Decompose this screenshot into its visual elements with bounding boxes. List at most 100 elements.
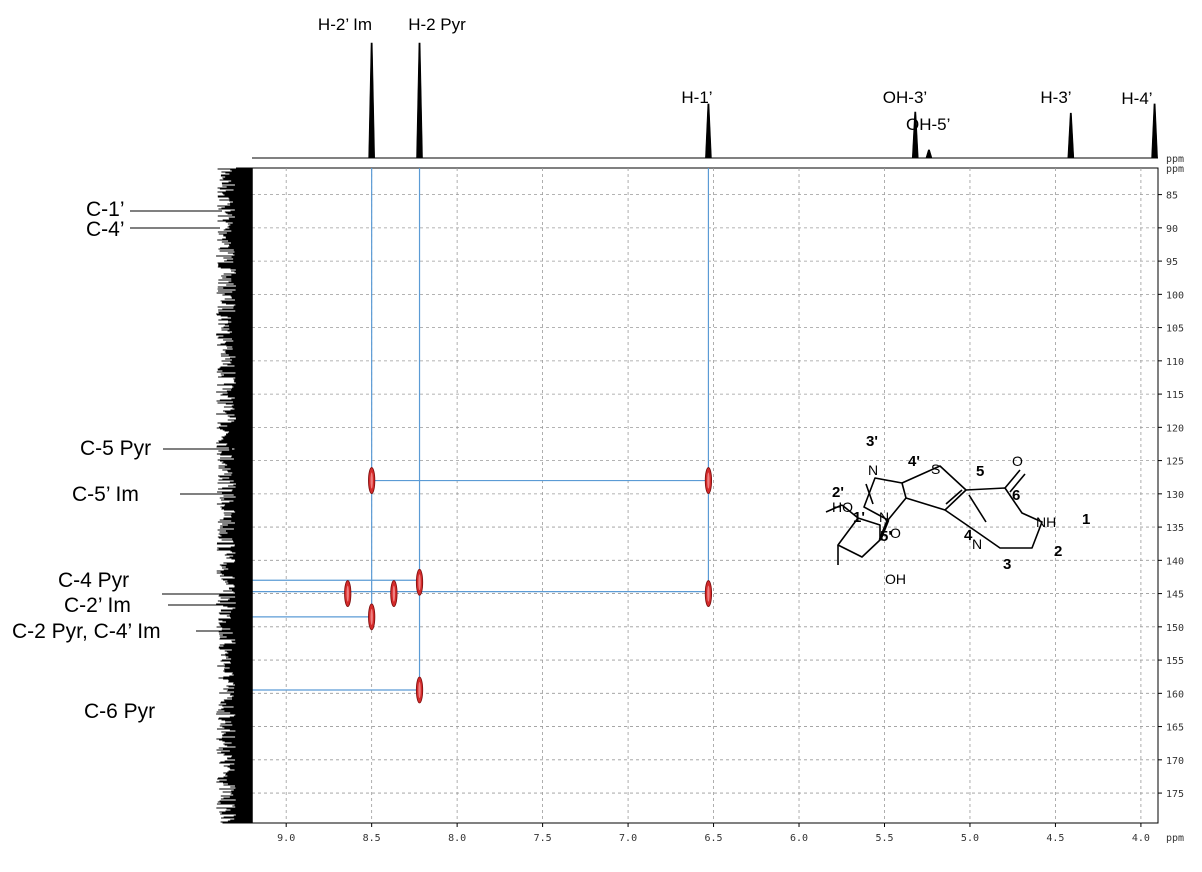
y-tick-label: 125 [1166,457,1184,468]
y-tick-label: 100 [1166,290,1184,301]
y-tick-label: 150 [1166,623,1184,634]
carbon-label: C-6 Pyr [84,700,155,723]
atom-n1p: N [879,509,889,525]
x-tick-label: 6.0 [790,833,808,844]
proton-label: H-3’ [1040,88,1071,107]
cross-peak-core [392,585,396,602]
y-tick-label: 95 [1166,257,1178,268]
pos-label-6: 6 [1012,487,1020,504]
carbon-label: C-1’ [86,198,125,221]
thiophene-double-bond [945,489,963,505]
y-tick-label: 105 [1166,324,1184,335]
imidazole-double-bond [865,483,874,505]
y-tick-label: 130 [1166,490,1184,501]
y-tick-label: 140 [1166,556,1184,567]
proton-peak [1151,103,1158,159]
pyrimidine-double-bond [968,494,987,523]
y-tick-label: 85 [1166,191,1178,202]
y-tick-label: 115 [1166,390,1184,401]
cross-peak-core [418,574,421,591]
y-tick-label: 110 [1166,357,1184,368]
y-tick-label: 160 [1166,689,1184,700]
carbon-label: C-4 Pyr [58,569,129,592]
atom-oh: OH [885,571,906,587]
x-tick-label: 8.5 [363,833,381,844]
cross-peak-core [370,472,373,489]
proton-label: H-4’ [1121,89,1152,108]
y-tick-label: 135 [1166,523,1184,534]
plot-frame [251,167,1159,824]
y-tick-label: 145 [1166,590,1184,601]
carbon-label: C-2’ Im [64,594,131,617]
carbon-projection-trace [216,167,252,824]
x-tick-label: 7.5 [534,833,552,844]
molecule-structure: S O N N N NH HO OH O 3' 4' 5 6 2' 1' 1 5… [825,433,1090,587]
x-axis-unit: ppm [1166,833,1184,844]
assignment-labels: H-2’ Im H-2 Pyr H-1’ OH-3’ OH-5’ H-3’ H-4’ C-1’… [12,15,1153,723]
proton-peak [911,111,919,159]
proton-peak [368,42,375,159]
wedge-bond [878,519,890,541]
atom-n3: N [972,536,982,552]
carbon-label: C-4’ [86,218,125,241]
atom-o: O [1012,453,1023,469]
x-tick-label: 5.5 [875,833,893,844]
cross-peak-core [346,585,349,602]
pos-label-3: 3 [1003,556,1011,573]
y-axis-unit: ppm [1166,164,1184,175]
pos-label-2: 2 [1054,543,1062,560]
cross-peak-core [370,608,373,625]
carbonyl-bond-1 [1004,469,1021,489]
proton-peak [925,149,933,159]
pos-label-3p: 3' [866,433,878,450]
x-tick-label: 4.5 [1046,833,1064,844]
proton-label: H-1’ [681,88,712,107]
pos-label-5p: 5' [880,528,892,545]
proton-peak [1067,112,1075,159]
atom-s: S [931,461,940,477]
projection-spectra: ppm [216,42,1184,824]
pos-label-5: 5 [976,463,984,480]
atom-nh: NH [1036,514,1056,530]
carbon-label: C-5’ Im [72,483,139,506]
carbon-label: C-5 Pyr [80,437,151,460]
atom-n3p: N [868,462,878,478]
carbonyl-bond-2 [1009,473,1026,493]
y-tick-label: 155 [1166,656,1184,667]
plot-area: 9.0 8.5 8.0 7.5 7.0 6.5 6.0 5.5 5.0 4.5 4.0 ppm 85 90… [251,164,1184,844]
y-tick-label: 90 [1166,224,1178,235]
pos-label-4: 4 [964,527,973,544]
ch2-bond [841,504,859,519]
x-tick-label: 5.0 [961,833,979,844]
y-tick-label: 170 [1166,756,1184,767]
proton-label: OH-5’ [906,115,950,134]
x-tick-label: 7.0 [619,833,637,844]
proton-axis-unit: ppm [1166,154,1184,165]
x-tick-label: 4.0 [1132,833,1150,844]
proton-label: H-2’ Im [318,15,372,34]
pyrimidine-ring [944,487,1043,549]
pos-label-2p: 2' [832,484,844,501]
cross-peak-core [418,682,421,699]
pos-label-4p: 4' [908,453,920,470]
pos-label-1: 1 [1082,511,1090,528]
proton-peak [705,103,712,159]
y-tick-label: 175 [1166,789,1184,800]
x-tick-label: 8.0 [448,833,466,844]
x-tick-label: 9.0 [277,833,295,844]
ho-bond [825,504,843,513]
imidazole-ring [863,477,907,521]
carbon-label: C-2 Pyr, C-4’ Im [12,620,161,643]
x-tick-label: 6.5 [705,833,723,844]
atom-ho: HO [832,499,853,515]
proton-peak [416,42,423,159]
cross-peak-core [707,472,710,489]
pos-label-1p: 1' [853,509,865,526]
atom-o-ring: O [890,525,901,541]
proton-label: OH-3’ [883,88,927,107]
proton-label: H-2 Pyr [408,15,466,34]
y-tick-label: 120 [1166,423,1184,434]
y-tick-label: 165 [1166,723,1184,734]
cross-peak-core [707,585,710,602]
